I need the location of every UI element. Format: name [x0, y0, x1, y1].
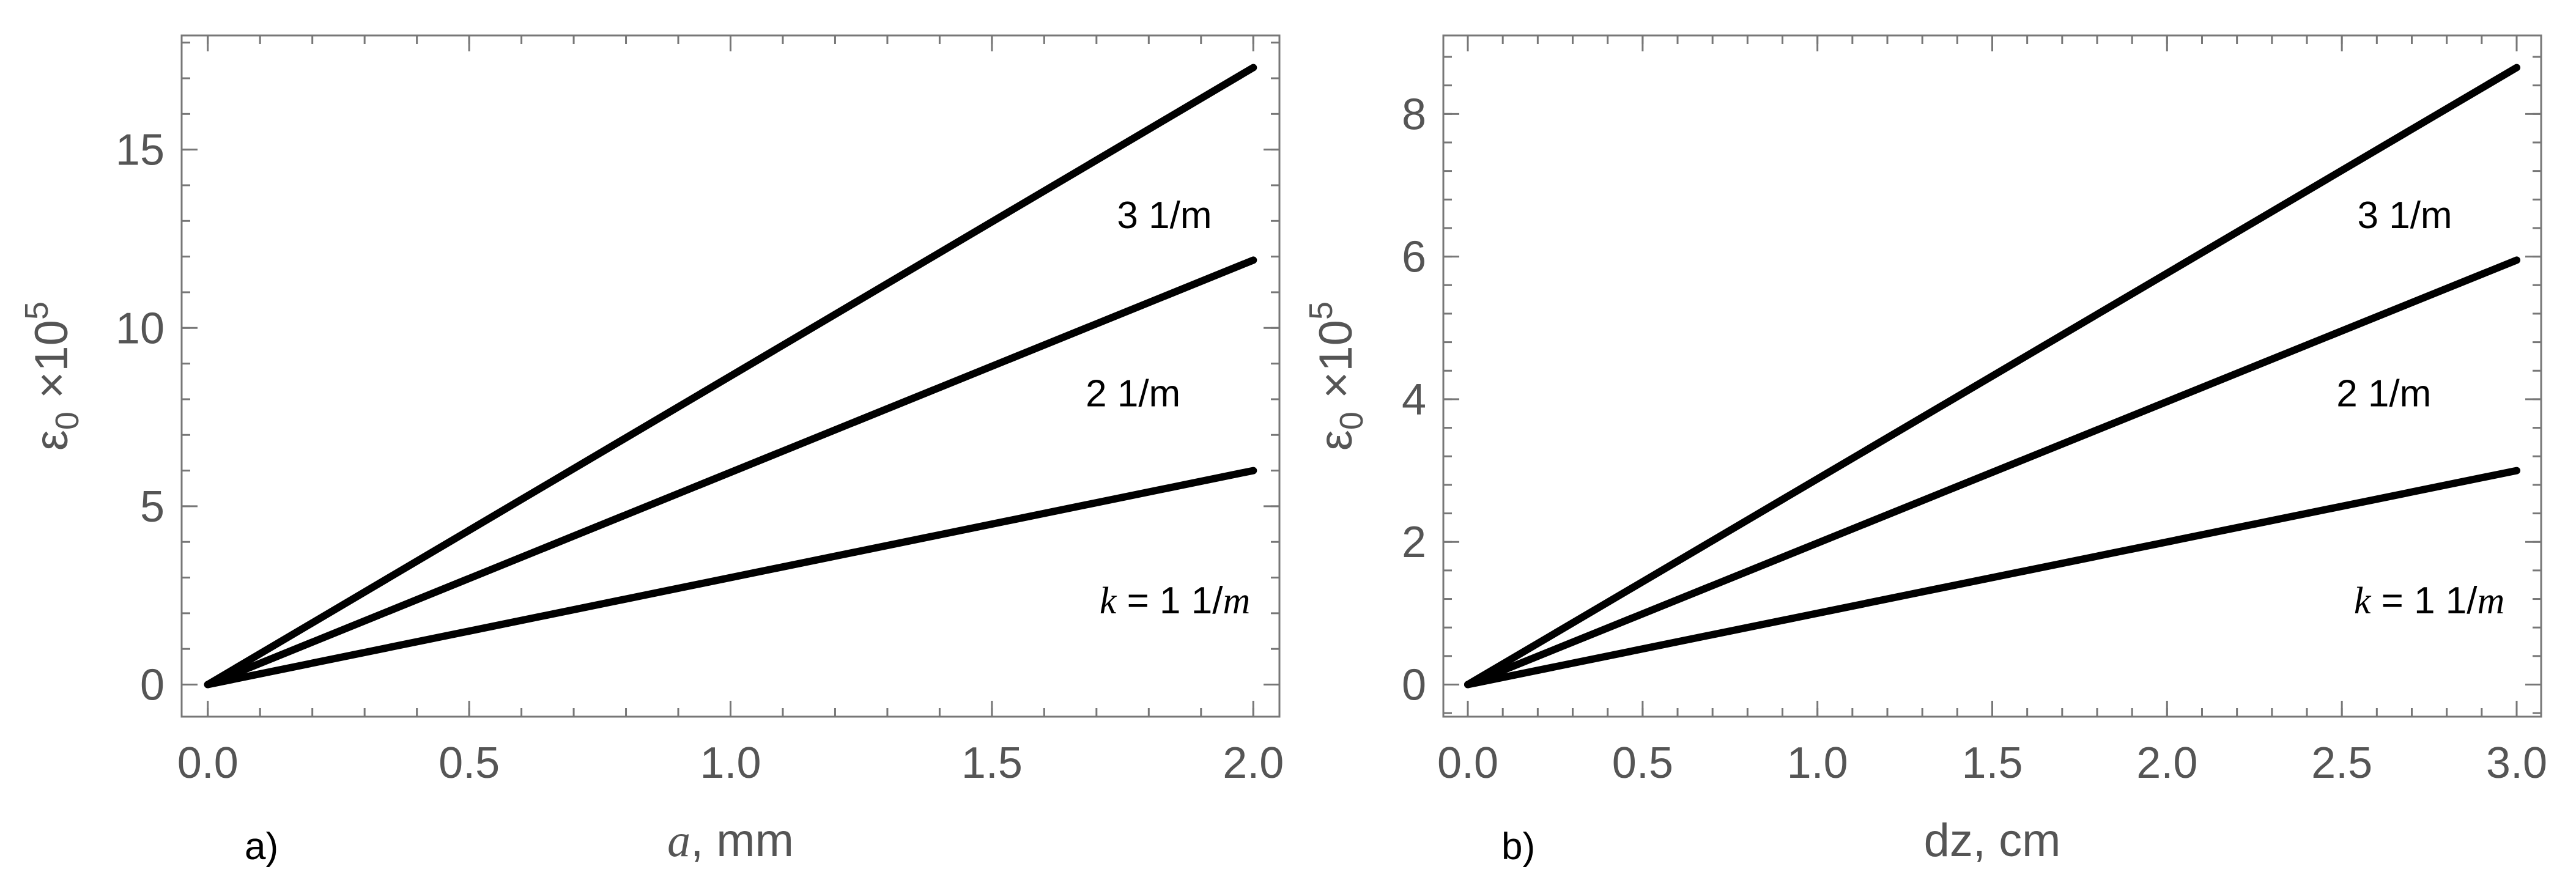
series-label-2: 2 1/m — [2336, 373, 2431, 415]
x-tick-label: 0.5 — [439, 739, 500, 788]
series-line-1 — [204, 467, 1257, 689]
y-tick-label: 2 — [1402, 518, 1426, 567]
series-label-2: 2 1/m — [1086, 373, 1180, 415]
series-label-unit: m — [1180, 194, 1212, 237]
panel-label: b) — [1501, 826, 1535, 868]
series-label-value: 3 1/ — [2358, 194, 2421, 237]
series-label-equals: = — [1116, 580, 1160, 622]
x-tick-label: 1.5 — [961, 739, 1023, 788]
y-tick-label: 6 — [1402, 233, 1426, 282]
series-label-3: 3 1/m — [2358, 194, 2452, 237]
y-label-epsilon: ε — [26, 430, 78, 451]
series-line-3 — [204, 64, 1257, 689]
x-tick-label: 1.0 — [700, 739, 761, 788]
x-tick-label: 2.0 — [1223, 739, 1284, 788]
y-label-superscript: 5 — [18, 301, 55, 320]
x-axis-label: a, mm — [667, 815, 794, 866]
x-tick-label: 3.0 — [2486, 739, 2547, 788]
x-tick-label: 2.0 — [2136, 739, 2197, 788]
y-tick-label: 15 — [116, 126, 165, 175]
series-line-2 — [204, 256, 1257, 689]
x-tick-label: 0.0 — [177, 739, 239, 788]
series-label-variable: k — [2354, 580, 2372, 622]
y-axis-label: ε0 ×105 — [1303, 301, 1370, 451]
series-label-1: k = 1 1/m — [2354, 580, 2504, 622]
x-tick-label: 0.0 — [1437, 739, 1498, 788]
y-tick-label: 0 — [1402, 661, 1426, 710]
series-line-3 — [1464, 64, 2520, 689]
y-label-times: ×10 — [1310, 320, 1362, 412]
y-label-superscript: 5 — [1303, 301, 1339, 320]
series-label-value: 2 1/ — [1086, 373, 1149, 415]
series-label-unit: m — [2400, 373, 2432, 415]
series-label-value: 1 1/ — [2414, 580, 2478, 622]
series-label-equals: = — [2371, 580, 2414, 622]
y-label-epsilon: ε — [1310, 430, 1362, 451]
x-label-unit: , mm — [690, 815, 794, 866]
y-tick-label: 5 — [140, 482, 165, 531]
y-tick-label: 8 — [1402, 90, 1426, 139]
series-label-unit: m — [2421, 194, 2452, 237]
y-label-times: ×10 — [26, 320, 78, 412]
series-label-3: 3 1/m — [1117, 194, 1212, 237]
y-tick-label: 10 — [116, 304, 165, 353]
series-line-2 — [1464, 256, 2520, 689]
y-tick-label: 0 — [140, 661, 165, 710]
x-label-unit: dz, cm — [1924, 815, 2061, 866]
y-axis-label: ε0 ×105 — [18, 301, 86, 451]
x-tick-label: 2.5 — [2311, 739, 2372, 788]
series-label-value: 2 1/ — [2336, 373, 2400, 415]
series-line-1 — [1464, 467, 2520, 689]
y-tick-label: 4 — [1402, 375, 1426, 424]
y-label-subscript: 0 — [1333, 412, 1370, 430]
x-label-variable: a — [667, 815, 690, 866]
series-label-value: 3 1/ — [1117, 194, 1180, 237]
series-label-unit: m — [2477, 580, 2504, 622]
x-tick-label: 1.0 — [1787, 739, 1848, 788]
series-label-unit: m — [1223, 580, 1250, 622]
x-axis-label: dz, cm — [1924, 815, 2061, 866]
series-label-1: k = 1 1/m — [1100, 580, 1250, 622]
x-tick-label: 1.5 — [1961, 739, 2023, 788]
panel-label: a) — [245, 826, 278, 868]
series-label-variable: k — [1100, 580, 1117, 622]
series-label-unit: m — [1149, 373, 1181, 415]
series-label-value: 1 1/ — [1160, 580, 1223, 622]
x-tick-label: 0.5 — [1612, 739, 1673, 788]
y-label-subscript: 0 — [49, 412, 86, 430]
